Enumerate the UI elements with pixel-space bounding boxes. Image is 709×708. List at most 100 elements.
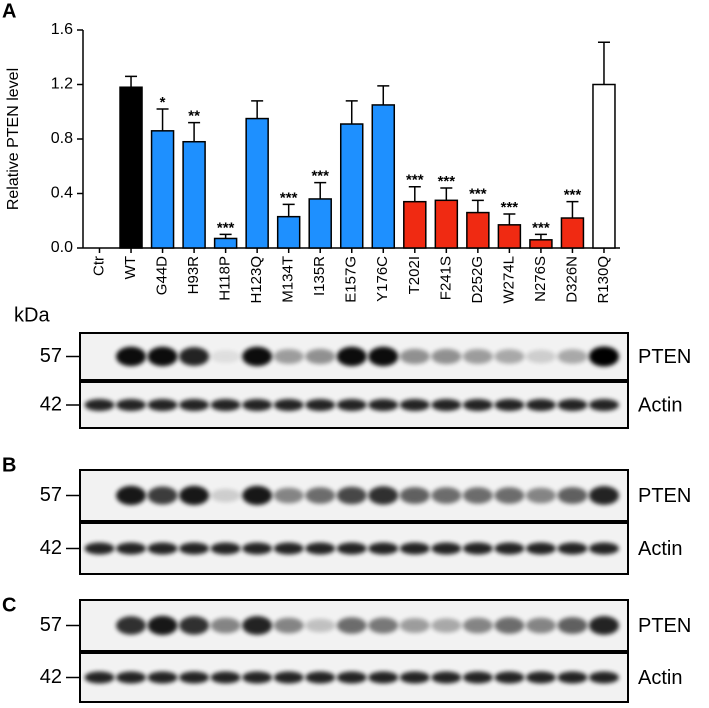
x-tick-label: F241S [437,256,454,300]
band [525,349,556,364]
band [431,348,462,365]
band [210,542,241,555]
y-tick-label: 1.6 [51,21,73,38]
band [557,399,588,411]
band [368,399,399,411]
band [305,399,336,411]
band [494,617,525,634]
error-bar [566,200,579,219]
band [399,618,430,633]
error-bar [219,233,232,239]
significance: *** [469,185,487,202]
band [557,671,588,684]
band [399,348,430,365]
band [588,399,619,411]
band [588,671,619,684]
band [557,349,588,364]
protein-label: PTEN [638,346,691,368]
error-bar [503,213,516,225]
bar [245,117,269,249]
marker-label: 42 [40,537,62,559]
band [242,485,273,506]
band [147,486,178,505]
band [273,349,304,364]
x-tick-label: D252G [469,256,486,304]
band [179,671,210,684]
band [179,347,210,366]
significance: *** [438,173,456,190]
significance: ** [188,108,200,125]
band [116,485,147,506]
significance: *** [406,172,424,189]
band [431,618,462,633]
band [494,671,525,684]
band [210,617,241,634]
band [557,542,588,555]
error-bar [156,108,169,131]
error-bar [188,121,201,142]
band [431,542,462,555]
band [399,399,430,411]
bar [182,140,206,249]
bar [434,199,459,249]
band [147,542,178,555]
band [336,486,367,505]
error-bar [377,85,390,105]
band [273,542,304,555]
marker-label: 42 [40,393,62,415]
x-tick-label: W274L [500,256,517,304]
band [399,487,430,504]
band [399,671,430,684]
bar [497,224,522,249]
band [273,617,304,634]
band [336,399,367,411]
band [116,671,147,684]
band [525,542,556,555]
x-tick-label: H123Q [248,256,265,304]
band [588,616,619,635]
band [273,671,304,684]
x-tick-label: Y176C [374,256,391,302]
panel-label: C [2,594,16,616]
band [305,671,336,684]
band [147,399,178,411]
bar [560,217,585,249]
error-bar [282,203,295,217]
band [179,542,210,555]
y-tick-label: 0.4 [51,185,73,202]
protein-label: Actin [638,538,682,560]
band [462,487,493,504]
x-tick-label: WT [122,256,139,279]
x-tick-label: N276S [532,256,549,302]
band [242,542,273,555]
bar [213,237,238,249]
band [525,487,556,504]
band [179,399,210,411]
band [494,399,525,411]
band [462,399,493,411]
y-axis-label: Relative PTEN level [5,68,22,210]
y-tick-label: 0.0 [51,239,73,256]
panel-label: B [2,454,16,476]
bar [339,123,364,249]
bar [308,198,332,249]
band [179,485,210,506]
y-tick-label: 0.8 [51,130,73,147]
bar [371,104,396,249]
band [179,616,210,635]
significance: *** [217,219,235,236]
band [116,346,147,367]
significance: * [160,94,166,111]
bar [403,200,427,249]
significance: *** [501,199,519,216]
band [368,542,399,555]
band [84,399,115,411]
bar [150,130,175,249]
marker-label: 57 [40,614,62,636]
band [368,486,399,505]
band [462,617,493,634]
band [368,617,399,634]
significance: *** [564,187,582,204]
significance: *** [311,168,329,185]
band [588,542,619,555]
